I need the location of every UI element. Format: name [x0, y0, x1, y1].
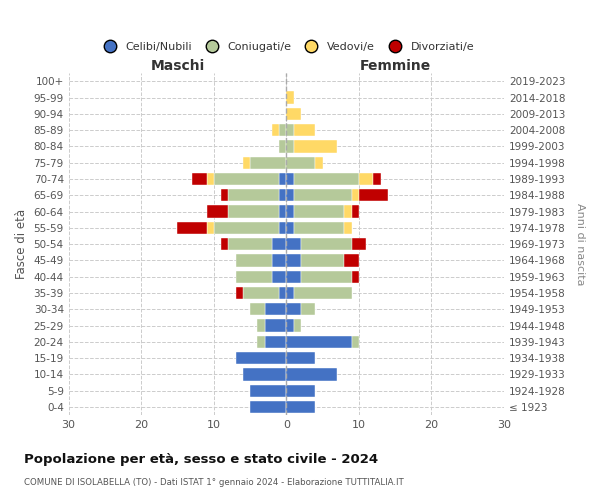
- Bar: [344, 222, 352, 234]
- Bar: [286, 124, 293, 136]
- Bar: [286, 320, 293, 332]
- Bar: [257, 320, 265, 332]
- Bar: [236, 270, 272, 283]
- Bar: [344, 254, 359, 266]
- Bar: [243, 368, 286, 380]
- Bar: [286, 368, 337, 380]
- Bar: [286, 140, 293, 152]
- Bar: [286, 92, 293, 104]
- Bar: [279, 287, 286, 299]
- Bar: [286, 206, 293, 218]
- Bar: [352, 189, 359, 202]
- Bar: [352, 336, 359, 348]
- Bar: [352, 238, 366, 250]
- Bar: [286, 303, 301, 316]
- Text: COMUNE DI ISOLABELLA (TO) - Dati ISTAT 1° gennaio 2024 - Elaborazione TUTTITALIA: COMUNE DI ISOLABELLA (TO) - Dati ISTAT 1…: [24, 478, 404, 487]
- Bar: [286, 384, 316, 397]
- Bar: [206, 173, 214, 185]
- Legend: Celibi/Nubili, Coniugati/e, Vedovi/e, Divorziati/e: Celibi/Nubili, Coniugati/e, Vedovi/e, Di…: [94, 38, 478, 56]
- Bar: [228, 189, 279, 202]
- Bar: [344, 206, 352, 218]
- Bar: [272, 238, 286, 250]
- Bar: [243, 287, 279, 299]
- Bar: [236, 352, 286, 364]
- Bar: [293, 189, 352, 202]
- Bar: [359, 189, 388, 202]
- Y-axis label: Fasce di età: Fasce di età: [15, 209, 28, 279]
- Bar: [352, 206, 359, 218]
- Bar: [286, 156, 316, 169]
- Bar: [221, 238, 228, 250]
- Bar: [250, 401, 286, 413]
- Bar: [293, 140, 337, 152]
- Bar: [279, 222, 286, 234]
- Bar: [286, 189, 293, 202]
- Bar: [250, 303, 265, 316]
- Bar: [373, 173, 380, 185]
- Bar: [228, 238, 272, 250]
- Bar: [293, 287, 352, 299]
- Bar: [214, 173, 279, 185]
- Bar: [279, 140, 286, 152]
- Bar: [206, 206, 228, 218]
- Bar: [236, 287, 243, 299]
- Y-axis label: Anni di nascita: Anni di nascita: [575, 203, 585, 285]
- Bar: [272, 270, 286, 283]
- Bar: [301, 270, 352, 283]
- Bar: [214, 222, 279, 234]
- Bar: [272, 254, 286, 266]
- Bar: [286, 108, 301, 120]
- Bar: [265, 336, 286, 348]
- Bar: [272, 124, 279, 136]
- Bar: [265, 303, 286, 316]
- Text: Femmine: Femmine: [359, 59, 431, 73]
- Bar: [279, 206, 286, 218]
- Bar: [286, 287, 293, 299]
- Bar: [243, 156, 250, 169]
- Bar: [352, 270, 359, 283]
- Bar: [286, 270, 301, 283]
- Bar: [293, 173, 359, 185]
- Bar: [301, 254, 344, 266]
- Bar: [286, 238, 301, 250]
- Bar: [293, 320, 301, 332]
- Bar: [178, 222, 206, 234]
- Bar: [293, 206, 344, 218]
- Bar: [250, 384, 286, 397]
- Text: Maschi: Maschi: [151, 59, 205, 73]
- Bar: [293, 222, 344, 234]
- Bar: [286, 222, 293, 234]
- Bar: [250, 156, 286, 169]
- Bar: [359, 173, 373, 185]
- Bar: [228, 206, 279, 218]
- Bar: [286, 352, 316, 364]
- Bar: [279, 189, 286, 202]
- Text: Popolazione per età, sesso e stato civile - 2024: Popolazione per età, sesso e stato civil…: [24, 452, 378, 466]
- Bar: [293, 124, 316, 136]
- Bar: [286, 254, 301, 266]
- Bar: [221, 189, 228, 202]
- Bar: [279, 173, 286, 185]
- Bar: [236, 254, 272, 266]
- Bar: [206, 222, 214, 234]
- Bar: [301, 238, 352, 250]
- Bar: [286, 336, 352, 348]
- Bar: [279, 124, 286, 136]
- Bar: [286, 173, 293, 185]
- Bar: [192, 173, 206, 185]
- Bar: [265, 320, 286, 332]
- Bar: [257, 336, 265, 348]
- Bar: [301, 303, 316, 316]
- Bar: [316, 156, 323, 169]
- Bar: [286, 401, 316, 413]
